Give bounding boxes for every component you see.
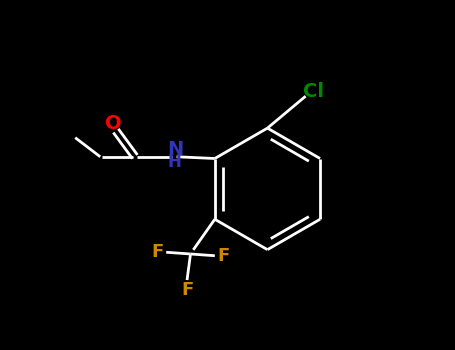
- Text: H: H: [168, 153, 182, 172]
- Text: F: F: [181, 281, 193, 300]
- Text: Cl: Cl: [303, 82, 324, 101]
- Text: F: F: [217, 247, 230, 265]
- Text: F: F: [152, 243, 164, 261]
- Text: N: N: [167, 140, 183, 159]
- Text: O: O: [105, 114, 121, 133]
